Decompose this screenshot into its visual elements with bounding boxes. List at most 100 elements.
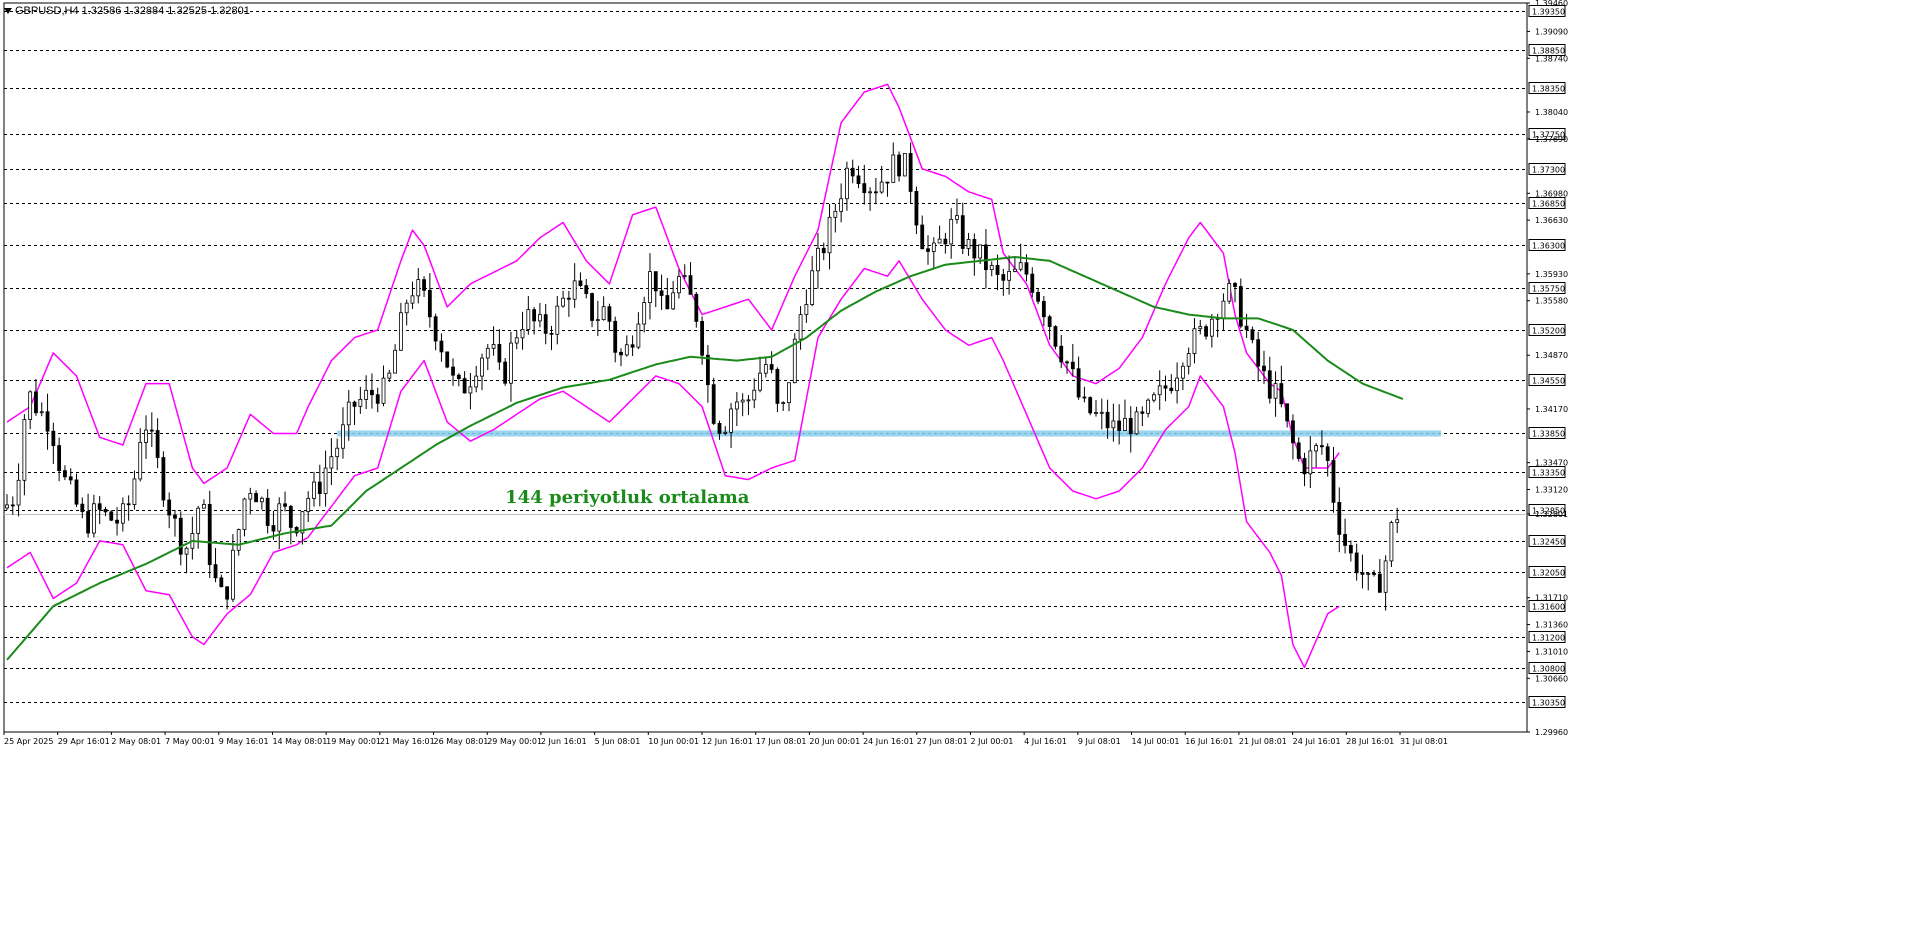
level-label-box — [1528, 5, 1566, 17]
candle-body — [682, 275, 687, 278]
candle-body — [538, 314, 542, 322]
level-label: 1.38350 — [1532, 85, 1565, 94]
candle-body — [636, 323, 641, 348]
candle-body — [231, 549, 235, 600]
candle-body — [648, 271, 652, 303]
candle-body — [341, 424, 345, 449]
candle-body — [821, 247, 826, 254]
candle-body — [103, 508, 108, 513]
price-axis[interactable]: 1.39350 1.38850 1.38350 1.37750 1.37300 1.368… — [1527, 0, 1568, 737]
x-tick-label: 24 Jul 16:01 — [1293, 737, 1341, 746]
candle-body — [1302, 458, 1307, 475]
candle-body — [259, 497, 264, 503]
time-axis[interactable]: 25 Apr 2025 29 Apr 16:01 2 May 08:01 7 May … — [3, 732, 1448, 746]
x-tick-label: 25 Apr 2025 — [4, 737, 53, 746]
candle-body — [711, 384, 716, 424]
symbol-header-text: GBPUSD,H4 1.32586 1.32884 1.32525 1.3280… — [15, 5, 250, 17]
candle-body — [653, 271, 658, 292]
candle-body — [393, 349, 397, 374]
candle-body — [914, 191, 919, 226]
candle-body — [352, 401, 357, 407]
x-tick-label: 26 May 08:01 — [434, 737, 489, 746]
candle-body — [312, 481, 316, 499]
level-label-box — [1528, 239, 1566, 251]
candle-body — [306, 498, 311, 513]
candle-body — [1088, 397, 1093, 414]
y-tick-label: 1.37690 — [1535, 135, 1568, 144]
level-label-box — [1528, 662, 1566, 674]
candle-body — [1157, 385, 1162, 396]
candle-body — [1082, 396, 1087, 399]
candle-body — [115, 519, 119, 524]
collapse-triangle-icon[interactable] — [4, 8, 12, 15]
level-label-box — [1528, 163, 1566, 175]
candle-body — [775, 368, 780, 404]
candle-body — [729, 408, 733, 433]
candle-body — [926, 248, 930, 252]
candle-body — [346, 401, 351, 426]
level-label-box — [1528, 324, 1566, 336]
candle-body — [283, 503, 287, 507]
candle-body — [1140, 411, 1145, 414]
candle-body — [989, 264, 994, 271]
candle-body — [1198, 326, 1203, 330]
level-label: 1.39350 — [1532, 8, 1565, 17]
candle-body — [329, 456, 334, 469]
candle-body — [485, 347, 490, 359]
candle-body — [57, 445, 62, 472]
candle-body — [1152, 394, 1156, 401]
candle-body — [1146, 399, 1151, 414]
x-tick-label: 29 Apr 16:01 — [58, 737, 110, 746]
candle-body — [798, 314, 803, 340]
y-tick-label: 1.36980 — [1535, 189, 1568, 198]
candle-body — [462, 378, 467, 394]
level-label-box — [1528, 535, 1566, 547]
candle-body — [219, 577, 224, 588]
candle-body — [897, 154, 901, 177]
candle-body — [1134, 411, 1139, 435]
candle-body — [178, 517, 183, 555]
level-label: 1.37750 — [1532, 131, 1565, 140]
candle-body — [1007, 270, 1012, 281]
x-tick-label: 4 Jul 16:01 — [1024, 737, 1067, 746]
candle-body — [978, 244, 983, 259]
level-label: 1.32450 — [1532, 538, 1565, 547]
level-label-box — [1528, 504, 1566, 516]
candle-body — [1186, 353, 1191, 367]
candle-body — [451, 366, 455, 376]
y-tick-label: 1.35930 — [1535, 270, 1568, 279]
candle-body — [1325, 446, 1330, 461]
candle-body — [370, 389, 374, 396]
candle-body — [1360, 572, 1365, 575]
candle-body — [381, 377, 386, 404]
candle-body — [503, 361, 508, 384]
candle-body — [920, 224, 925, 250]
candle-body — [746, 399, 751, 402]
candle-body — [566, 297, 571, 300]
level-label-box — [1528, 197, 1566, 209]
x-tick-label: 7 May 00:01 — [165, 737, 215, 746]
y-tick-label: 1.33120 — [1535, 486, 1568, 495]
candle-body — [271, 525, 276, 532]
moving-average — [6, 256, 1404, 661]
candle-body — [491, 344, 496, 349]
x-tick-label: 5 Jun 08:01 — [595, 737, 641, 746]
candle-body — [984, 244, 988, 271]
candle-body — [422, 279, 426, 291]
candle-body — [1059, 345, 1064, 363]
candle-body — [474, 375, 479, 388]
candle-body — [514, 337, 519, 344]
candle-body — [74, 479, 79, 505]
candle-body — [624, 344, 629, 356]
candle-body — [468, 386, 473, 394]
symbol-header: GBPUSD,H4 1.32586 1.32884 1.32525 1.3280… — [4, 5, 250, 17]
candle-body — [1372, 573, 1376, 575]
x-tick-label: 14 Jul 00:01 — [1132, 737, 1180, 746]
candle-body — [480, 357, 484, 377]
candle-body — [1163, 385, 1168, 389]
candle-body — [335, 447, 340, 458]
candle-body — [1041, 300, 1046, 318]
candle-body — [317, 481, 322, 494]
